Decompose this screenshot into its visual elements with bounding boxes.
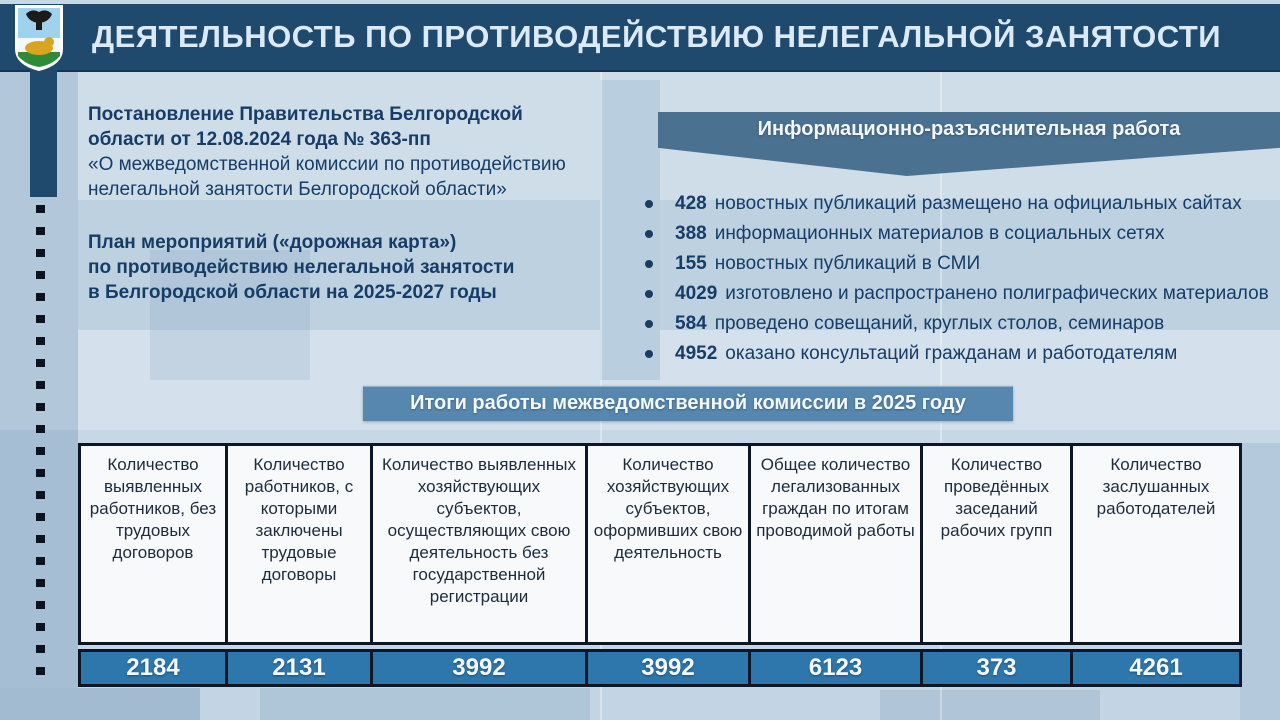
list-item: 155 новостных публикаций в СМИ — [645, 254, 1280, 274]
results-banner-label: Итоги работы межведомственной комиссии в… — [410, 392, 966, 414]
page-title: ДЕЯТЕЛЬНОСТЬ ПО ПРОТИВОДЕЙСТВИЮ НЕЛЕГАЛЬ… — [92, 19, 1222, 54]
background-photo-patch — [880, 690, 1100, 720]
table-header-cell: Количество выявленных работников, без тр… — [78, 443, 228, 645]
table-header-cell: Количество проведённых заседаний рабочих… — [920, 443, 1073, 645]
list-item: 428 новостных публикаций размещено на оф… — [645, 194, 1280, 214]
stat-value: 4029 — [675, 283, 718, 304]
plan-line: по противодействию нелегальной занятости — [88, 257, 515, 278]
stat-value: 584 — [675, 313, 707, 334]
plan-line: План мероприятий («дорожная карта») — [88, 232, 457, 253]
stat-value: 155 — [675, 253, 707, 274]
table-header-row: Количество выявленных работников, без тр… — [78, 443, 1242, 645]
info-work-banner: Информационно-разъяснительная работа — [658, 112, 1280, 176]
info-statistics-list: 428 новостных публикаций размещено на оф… — [645, 194, 1280, 374]
stat-text: оказано консультаций гражданам и работод… — [725, 343, 1178, 364]
table-header-cell: Количество выявленных хозяйствующих субъ… — [370, 443, 588, 645]
decree-text-block: Постановление Правительства Белгородской… — [88, 102, 566, 305]
background-photo-patch — [1240, 443, 1280, 720]
plan-line: в Белгородской области на 2025-2027 годы — [88, 282, 497, 303]
stat-text: новостных публикаций в СМИ — [714, 253, 981, 274]
table-value-cell: 6123 — [748, 649, 923, 687]
stat-text: проведено совещаний, круглых столов, сем… — [714, 313, 1165, 334]
header-tab-decoration — [30, 70, 57, 197]
list-item: 4029 изготовлено и распространено полигр… — [645, 284, 1280, 304]
table-value-cell: 3992 — [585, 649, 751, 687]
stat-text: новостных публикаций размещено на официа… — [714, 193, 1242, 214]
dotted-line-decoration — [36, 205, 45, 688]
table-value-cell: 2184 — [78, 649, 228, 687]
decree-quote-line: нелегальной занятости Белгородской облас… — [88, 179, 507, 200]
stat-value: 388 — [675, 223, 707, 244]
decree-quote-line: «О межведомственной комиссии по противод… — [88, 154, 566, 175]
table-header-cell: Количество работников, с которыми заключ… — [225, 443, 373, 645]
results-table: Количество выявленных работников, без тр… — [78, 443, 1242, 687]
table-value-cell: 3992 — [370, 649, 588, 687]
decree-line: области от 12.08.2024 года № 363-пп — [88, 129, 431, 150]
table-value-cell: 373 — [920, 649, 1073, 687]
bullet-icon — [645, 350, 653, 358]
background-photo-patch — [0, 688, 200, 720]
bullet-icon — [645, 260, 653, 268]
table-header-cell: Количество заслушанных работодателей — [1070, 443, 1242, 645]
background-photo-patch — [260, 688, 590, 720]
stat-value: 428 — [675, 193, 707, 214]
stat-value: 4952 — [675, 343, 718, 364]
decree-line: Постановление Правительства Белгородской — [88, 104, 523, 125]
list-item: 388 информационных материалов в социальн… — [645, 224, 1280, 244]
table-value-row: 2184 2131 3992 3992 6123 373 4261 — [78, 649, 1242, 687]
bullet-icon — [645, 200, 653, 208]
table-value-cell: 4261 — [1070, 649, 1242, 687]
stat-text: информационных материалов в социальных с… — [714, 223, 1165, 244]
list-item: 584 проведено совещаний, круглых столов,… — [645, 314, 1280, 334]
info-work-banner-label: Информационно-разъяснительная работа — [757, 118, 1181, 140]
background-photo-patch — [0, 688, 1280, 720]
list-item: 4952 оказано консультаций гражданам и ра… — [645, 344, 1280, 364]
plan-text-block: План мероприятий («дорожная карта») по п… — [88, 230, 566, 305]
table-header-cell: Количество хозяйствующих субъектов, офор… — [585, 443, 751, 645]
bullet-icon — [645, 320, 653, 328]
stat-text: изготовлено и распространено полиграфиче… — [725, 283, 1269, 304]
table-value-cell: 2131 — [225, 649, 373, 687]
bullet-icon — [645, 290, 653, 298]
table-header-cell: Общее количество легализованных граждан … — [748, 443, 923, 645]
header-bar: ДЕЯТЕЛЬНОСТЬ ПО ПРОТИВОДЕЙСТВИЮ НЕЛЕГАЛЬ… — [0, 4, 1280, 72]
belgorod-coat-of-arms-logo — [14, 4, 64, 72]
results-banner: Итоги работы межведомственной комиссии в… — [363, 386, 1013, 421]
bullet-icon — [645, 230, 653, 238]
